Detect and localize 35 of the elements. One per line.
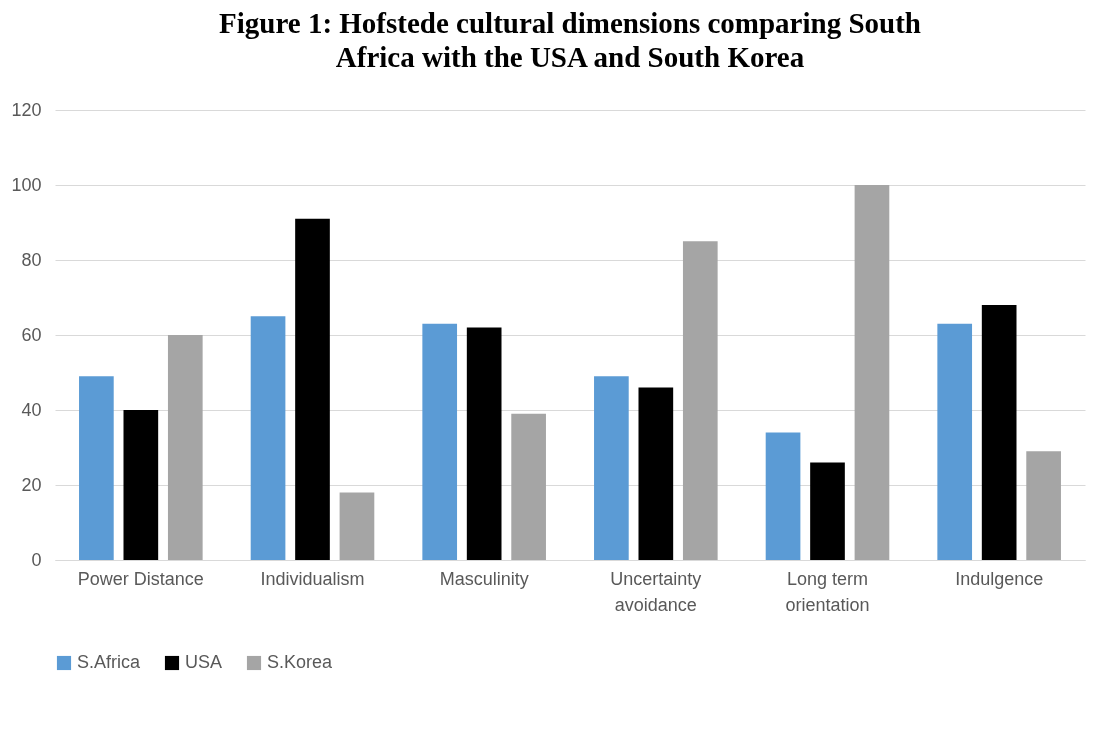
y-tick-label: 100 <box>11 174 42 195</box>
legend-label: S.Korea <box>267 652 334 672</box>
bar <box>466 327 502 560</box>
x-tick-label: Masculinity <box>439 568 529 589</box>
y-tick-label: 0 <box>31 549 42 570</box>
legend-label: S.Africa <box>77 652 142 672</box>
x-tick-label: Power Distance <box>77 568 204 589</box>
y-tick-label: 40 <box>21 399 42 420</box>
bar <box>981 305 1017 560</box>
x-tick-label: Long term orientation <box>785 568 870 615</box>
bar <box>79 376 114 560</box>
y-tick-label: 80 <box>21 249 42 270</box>
bar <box>682 241 718 560</box>
bar <box>937 323 973 560</box>
bar <box>422 323 458 560</box>
y-tick-label: 20 <box>21 474 42 495</box>
x-tick-label: Indulgence <box>955 568 1044 589</box>
bar <box>1026 451 1061 560</box>
bar <box>250 316 286 560</box>
bar <box>295 218 330 560</box>
bar <box>339 492 375 560</box>
bar <box>854 185 890 560</box>
x-tick-label: Uncertainty avoidance <box>610 568 702 615</box>
bar <box>123 410 159 560</box>
bar <box>638 387 674 560</box>
legend-label: USA <box>185 652 223 672</box>
bar <box>765 432 801 560</box>
y-tick-label: 120 <box>11 99 42 120</box>
x-tick-label: Individualism <box>260 568 365 589</box>
chart-title: Figure 1: Hofstede cultural dimensions comparing South Africa with the USA and South Korea <box>219 7 921 73</box>
bar <box>594 376 629 560</box>
bar <box>511 413 546 560</box>
y-tick-label: 60 <box>21 324 42 345</box>
bar <box>810 462 845 560</box>
bar <box>167 335 203 560</box>
